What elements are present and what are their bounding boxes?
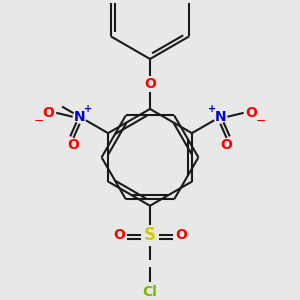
Text: O: O xyxy=(246,106,257,120)
Text: O: O xyxy=(43,106,54,120)
Text: S: S xyxy=(144,226,156,244)
Text: O: O xyxy=(68,138,80,152)
Text: −: − xyxy=(34,115,44,128)
Text: +: + xyxy=(208,104,216,114)
Text: O: O xyxy=(220,138,232,152)
Text: O: O xyxy=(113,228,125,242)
Text: O: O xyxy=(175,228,187,242)
Text: −: − xyxy=(256,115,266,128)
Text: O: O xyxy=(144,77,156,91)
Text: Cl: Cl xyxy=(142,285,158,298)
Text: N: N xyxy=(214,110,226,124)
Text: N: N xyxy=(74,110,85,124)
Text: +: + xyxy=(84,104,92,114)
